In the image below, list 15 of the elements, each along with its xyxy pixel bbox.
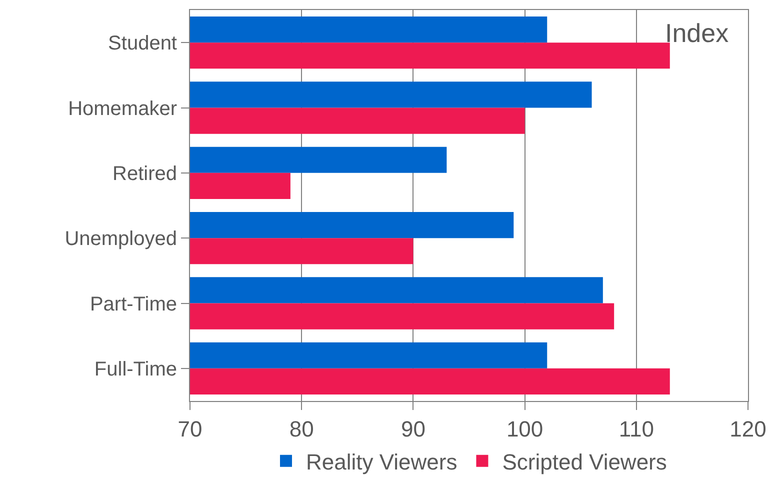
y-tick-label: Retired [112,162,177,185]
x-tick-label: 70 [178,416,202,442]
y-tick-label: Part-Time [90,293,177,316]
x-tick-label: 120 [730,416,766,442]
x-tick-label: 80 [289,416,314,442]
annotation: Index [665,18,729,48]
y-tick-label: Unemployed [64,228,177,250]
x-tick-label: 100 [506,416,544,442]
x-tick-label: 110 [618,416,654,442]
y-tick-label: Homemaker [68,98,178,120]
y-tick-label: Full-Time [94,358,177,380]
legend-label: Scripted Viewers [502,449,667,474]
legend-label: Reality Viewers [306,449,458,474]
y-tick-label: Student [108,32,178,55]
x-tick-label: 90 [400,416,426,442]
